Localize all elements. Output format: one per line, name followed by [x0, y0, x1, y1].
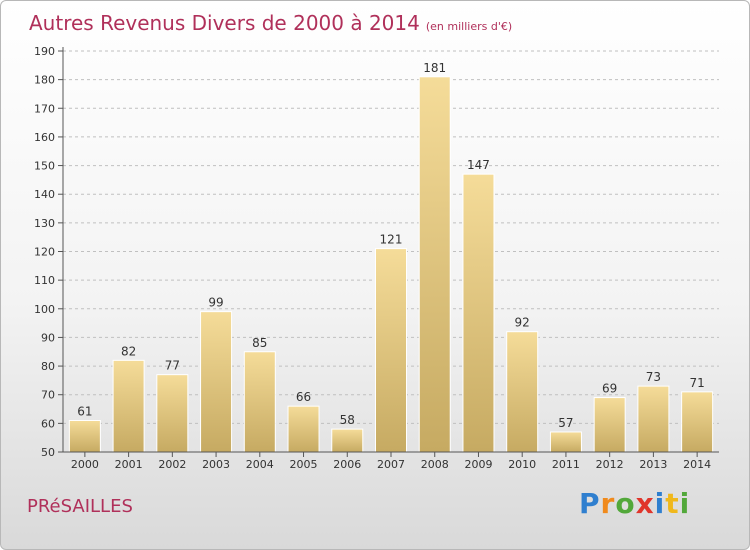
chart-title: Autres Revenus Divers de 2000 à 2014 (en … [29, 11, 512, 35]
chart-title-text: Autres Revenus Divers de 2000 à 2014 [29, 11, 420, 35]
bar-value-label: 147 [467, 158, 490, 172]
bar-value-label: 57 [558, 416, 573, 430]
logo-letter: i [679, 487, 691, 520]
bar [462, 173, 495, 453]
x-tick-label: 2013 [639, 458, 667, 471]
x-tick-label: 2009 [464, 458, 492, 471]
bar [418, 76, 451, 453]
y-tick-label: 190 [34, 45, 55, 58]
bar [287, 405, 320, 453]
x-tick-label: 2000 [71, 458, 99, 471]
y-tick-label: 50 [41, 446, 55, 459]
bar-value-label: 181 [423, 61, 446, 75]
y-tick-label: 170 [34, 102, 55, 115]
logo-letter: o [615, 487, 636, 520]
bar [506, 331, 539, 453]
x-tick-label: 2012 [596, 458, 624, 471]
bar-value-label: 61 [77, 404, 92, 418]
bar-value-label: 66 [296, 390, 311, 404]
logo-letter: t [665, 487, 680, 520]
logo-letter: r [600, 487, 616, 520]
y-tick-label: 120 [34, 246, 55, 259]
x-tick-label: 2003 [202, 458, 230, 471]
bar [637, 385, 670, 453]
y-tick-label: 60 [41, 417, 55, 430]
x-tick-label: 2014 [683, 458, 711, 471]
y-tick-label: 80 [41, 360, 55, 373]
axes: 50 60 70 80 90 100 110 120 130 140 150 160 170 180 190… [34, 45, 719, 471]
x-tick-label: 2004 [246, 458, 274, 471]
x-tick-label: 2005 [290, 458, 318, 471]
bar-value-label: 69 [602, 382, 617, 396]
x-tick-label: 2008 [421, 458, 449, 471]
bar [156, 374, 189, 453]
logo-letter: x [635, 487, 655, 520]
x-tick-label: 2006 [333, 458, 361, 471]
bar-value-label: 82 [121, 344, 136, 358]
x-tick-label: 2002 [158, 458, 186, 471]
bar [681, 391, 714, 453]
chart-unit: (en milliers d'€) [425, 20, 513, 33]
bar [243, 351, 276, 453]
bar [200, 311, 233, 453]
y-tick-label: 100 [34, 303, 55, 316]
x-tick-label: 2010 [508, 458, 536, 471]
y-tick-label: 150 [34, 160, 55, 173]
bar-value-label: 92 [515, 316, 530, 330]
bar-value-label: 99 [208, 296, 223, 310]
bar [331, 428, 364, 453]
y-tick-label: 90 [41, 331, 55, 344]
bar-value-label: 58 [340, 413, 355, 427]
bar-value-label: 71 [689, 376, 704, 390]
bar-value-label: 85 [252, 336, 267, 350]
town-name: PRéSAILLES [27, 496, 133, 517]
y-tick-label: 140 [34, 188, 55, 201]
bar-value-label: 77 [165, 359, 180, 373]
bar-value-label: 73 [646, 370, 661, 384]
bar-value-label: 121 [380, 233, 403, 247]
x-tick-label: 2011 [552, 458, 580, 471]
y-tick-label: 110 [34, 274, 55, 287]
proxiti-logo: Proxiti [579, 487, 690, 520]
y-tick-label: 70 [41, 389, 55, 402]
bar [112, 359, 145, 453]
x-tick-label: 2007 [377, 458, 405, 471]
y-tick-label: 160 [34, 131, 55, 144]
bar [375, 248, 407, 453]
y-tick-label: 180 [34, 74, 55, 87]
bar [593, 397, 626, 453]
logo-letter: i [654, 487, 666, 520]
bars: 61 82 77 99 85 66 58 121 181 147 92 57 69 73 71 [68, 61, 714, 453]
logo-letter: P [579, 487, 601, 520]
x-tick-label: 2001 [115, 458, 143, 471]
bar [549, 431, 582, 453]
bar [68, 419, 101, 453]
y-tick-label: 130 [34, 217, 55, 230]
